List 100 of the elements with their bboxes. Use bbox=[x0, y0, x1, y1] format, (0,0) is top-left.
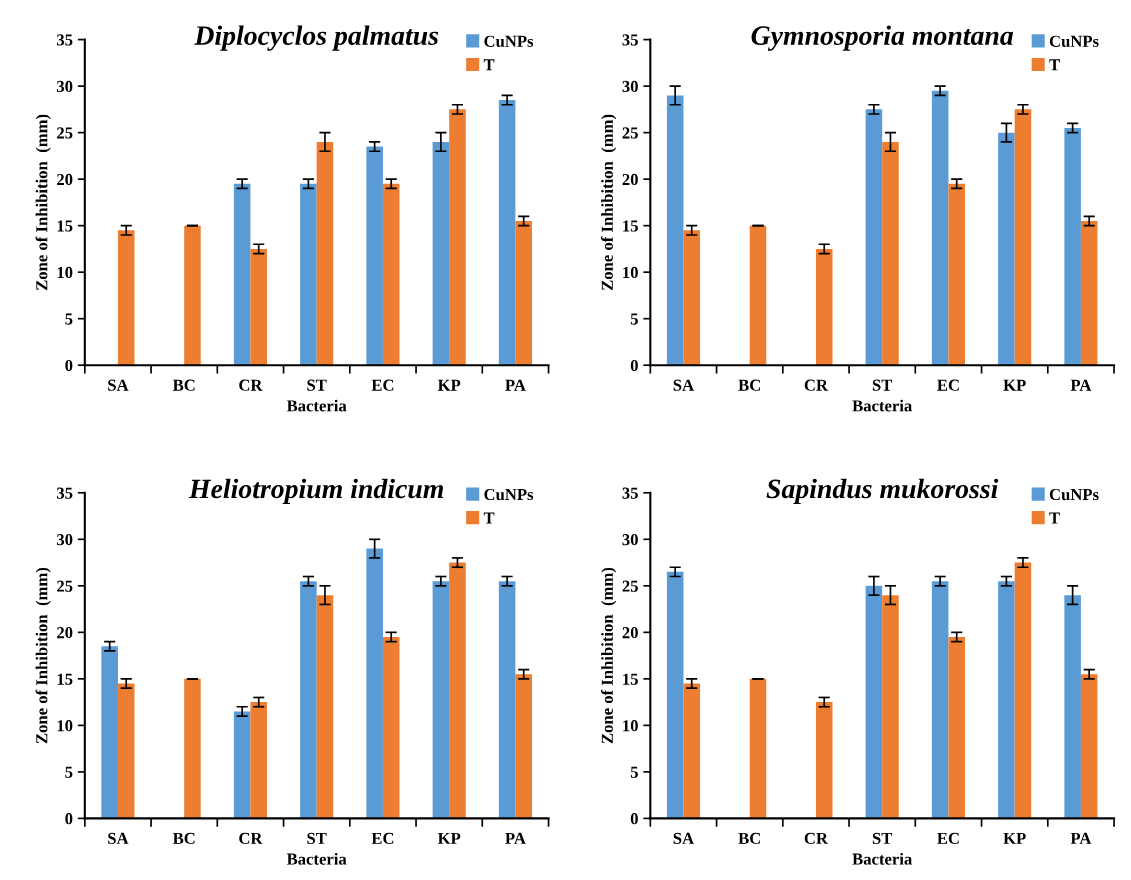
bar bbox=[515, 674, 532, 819]
bar bbox=[449, 109, 466, 366]
x-tick-label: BC bbox=[172, 832, 195, 845]
bar bbox=[117, 230, 135, 366]
y-tick-label: 15 bbox=[57, 220, 73, 232]
x-tick-label: PA bbox=[505, 379, 526, 391]
legend-label: T bbox=[483, 512, 495, 524]
y-tick-label: 15 bbox=[57, 673, 73, 685]
x-tick-label: KP bbox=[437, 832, 461, 844]
bar bbox=[300, 581, 317, 819]
bar bbox=[666, 95, 684, 366]
bar bbox=[316, 141, 334, 366]
bar bbox=[865, 585, 883, 819]
bar bbox=[382, 183, 400, 366]
y-tick-label: 35 bbox=[622, 487, 638, 499]
legend-label: CuNPs bbox=[484, 35, 534, 47]
x-tick-label: BC bbox=[172, 379, 195, 391]
bar bbox=[515, 221, 532, 366]
bar bbox=[498, 581, 516, 819]
legend-label: T bbox=[1049, 512, 1060, 524]
bar bbox=[666, 571, 684, 819]
x-tick-label: EC bbox=[937, 832, 959, 845]
y-axis-title: Zone of Inhibition (mm) bbox=[601, 567, 617, 744]
x-tick-label: KP bbox=[437, 379, 461, 391]
x-tick-label: SA bbox=[673, 832, 694, 845]
y-tick-label: 25 bbox=[622, 127, 638, 139]
legend-label: CuNPs bbox=[1049, 35, 1099, 47]
chart-title: Gymnosporia montana bbox=[751, 25, 1014, 51]
x-axis-title: Bacteria bbox=[286, 852, 347, 865]
x-tick-label: ST bbox=[872, 832, 893, 845]
x-tick-label: CR bbox=[804, 379, 829, 391]
bar bbox=[749, 225, 767, 366]
x-axis-title: Bacteria bbox=[852, 852, 912, 865]
y-tick-label: 5 bbox=[630, 313, 638, 325]
y-tick-label: 15 bbox=[623, 673, 638, 685]
x-tick-label: SA bbox=[108, 379, 129, 391]
x-tick-label: EC bbox=[371, 379, 394, 391]
y-axis-title: Zone of Inhibition (mm) bbox=[35, 114, 51, 291]
y-tick-label: 5 bbox=[65, 313, 73, 325]
x-tick-label: KP bbox=[1003, 379, 1026, 391]
x-tick-label: BC bbox=[738, 379, 760, 391]
x-tick-label: CR bbox=[804, 832, 829, 845]
x-tick-label: SA bbox=[673, 379, 694, 391]
bar bbox=[998, 132, 1015, 366]
x-axis-title: Bacteria bbox=[286, 399, 347, 412]
bar bbox=[683, 230, 701, 366]
x-tick-label: CR bbox=[239, 379, 263, 391]
y-tick-label: 20 bbox=[622, 173, 638, 186]
bar bbox=[931, 581, 949, 819]
y-axis-title: Zone of Inhibition (mm) bbox=[35, 567, 51, 744]
x-tick-label: ST bbox=[872, 379, 893, 391]
x-tick-label: PA bbox=[1070, 832, 1092, 844]
bar bbox=[316, 595, 334, 819]
legend-label: CuNPs bbox=[484, 488, 534, 501]
x-tick-label: EC bbox=[937, 379, 959, 391]
bar bbox=[1080, 674, 1098, 819]
bar bbox=[233, 183, 251, 366]
bar bbox=[882, 595, 899, 819]
bar bbox=[184, 678, 201, 819]
y-tick-label: 35 bbox=[56, 487, 73, 499]
y-tick-label: 20 bbox=[622, 627, 638, 639]
chart-title: Heliotropium indicum bbox=[188, 478, 444, 504]
chart-title: Diplocyclos palmatus bbox=[194, 25, 439, 51]
bar bbox=[432, 581, 450, 819]
y-axis-title: Zone of Inhibition (mm) bbox=[601, 114, 617, 291]
bar bbox=[998, 581, 1015, 819]
bar bbox=[683, 683, 701, 819]
y-tick-label: 30 bbox=[622, 534, 638, 546]
bar bbox=[1014, 109, 1032, 366]
legend-label: T bbox=[1049, 59, 1060, 71]
y-tick-label: 35 bbox=[56, 34, 73, 46]
y-tick-label: 10 bbox=[623, 720, 638, 732]
y-tick-label: 15 bbox=[623, 220, 638, 232]
chart-title: Sapindus mukorossi bbox=[766, 478, 999, 504]
bar bbox=[382, 636, 400, 819]
x-tick-label: ST bbox=[307, 379, 327, 391]
bar bbox=[250, 248, 267, 366]
y-tick-label: 35 bbox=[622, 34, 638, 46]
y-tick-label: 0 bbox=[630, 359, 638, 372]
y-tick-label: 25 bbox=[622, 580, 638, 592]
x-tick-label: EC bbox=[371, 832, 394, 845]
bar bbox=[815, 248, 833, 366]
y-tick-label: 25 bbox=[57, 580, 73, 592]
bar bbox=[449, 562, 466, 819]
y-tick-label: 0 bbox=[65, 813, 73, 825]
y-tick-label: 5 bbox=[65, 766, 73, 778]
bar bbox=[432, 141, 450, 366]
y-tick-label: 10 bbox=[57, 266, 73, 279]
x-tick-label: ST bbox=[307, 832, 327, 845]
bar bbox=[931, 90, 949, 366]
y-tick-label: 30 bbox=[56, 534, 73, 546]
x-tick-label: BC bbox=[738, 832, 760, 845]
y-tick-label: 10 bbox=[57, 720, 73, 732]
bar bbox=[300, 183, 317, 366]
bar bbox=[101, 646, 118, 819]
x-tick-label: PA bbox=[505, 832, 526, 844]
y-tick-label: 5 bbox=[630, 766, 638, 778]
bar bbox=[1064, 127, 1081, 366]
y-tick-label: 20 bbox=[57, 627, 73, 639]
x-axis-title: Bacteria bbox=[852, 399, 912, 412]
